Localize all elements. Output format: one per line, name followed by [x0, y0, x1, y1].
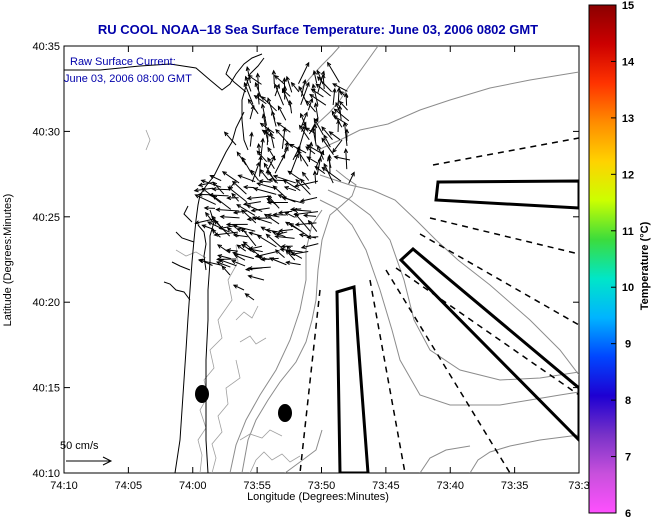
- x-tick-label: 73:40: [436, 480, 464, 492]
- y-tick-label: 40:15: [32, 383, 60, 395]
- scale-label: 50 cm/s: [60, 440, 99, 452]
- colorbar-tick-label: 12: [622, 169, 634, 181]
- x-tick-label: 73:35: [501, 480, 529, 492]
- colorbar-tick-label: 11: [622, 226, 634, 238]
- colorbar-tick-label: 9: [625, 339, 631, 351]
- y-tick-label: 40:35: [32, 41, 60, 53]
- x-axis-title: Longitude (Degrees:Minutes): [247, 491, 389, 503]
- x-tick-label: 74:05: [115, 480, 143, 492]
- x-tick-label: 74:10: [50, 480, 78, 492]
- colorbar-tick-label: 13: [622, 113, 634, 125]
- map-title: RU COOL NOAA–18 Sea Surface Temperature:…: [98, 22, 538, 37]
- overlay-current-time: June 03, 2006 08:00 GMT: [64, 73, 192, 85]
- y-axis-title: Latitude (Degrees:Minutes): [2, 194, 14, 327]
- overlay-current-label: Raw Surface Current:: [70, 56, 176, 68]
- colorbar-tick-label: 14: [622, 56, 635, 68]
- colorbar: [589, 5, 616, 513]
- colorbar-tick-label: 15: [622, 0, 634, 12]
- station-marker-2: [278, 404, 292, 422]
- colorbar-label: Temperature (°C): [639, 221, 651, 310]
- station-marker-1: [195, 385, 209, 403]
- colorbar-tick-label: 10: [622, 282, 634, 294]
- x-tick-label: 74:00: [179, 480, 207, 492]
- plot-frame: [64, 46, 579, 473]
- y-tick-label: 40:20: [32, 297, 60, 309]
- y-tick-label: 40:10: [32, 468, 60, 480]
- y-tick-label: 40:30: [32, 126, 60, 138]
- colorbar-tick-label: 8: [625, 395, 631, 407]
- x-tick-label: 73:3: [568, 480, 589, 492]
- colorbar-tick-label: 6: [625, 508, 631, 519]
- y-tick-label: 40:25: [32, 212, 60, 224]
- colorbar-tick-label: 7: [625, 452, 631, 464]
